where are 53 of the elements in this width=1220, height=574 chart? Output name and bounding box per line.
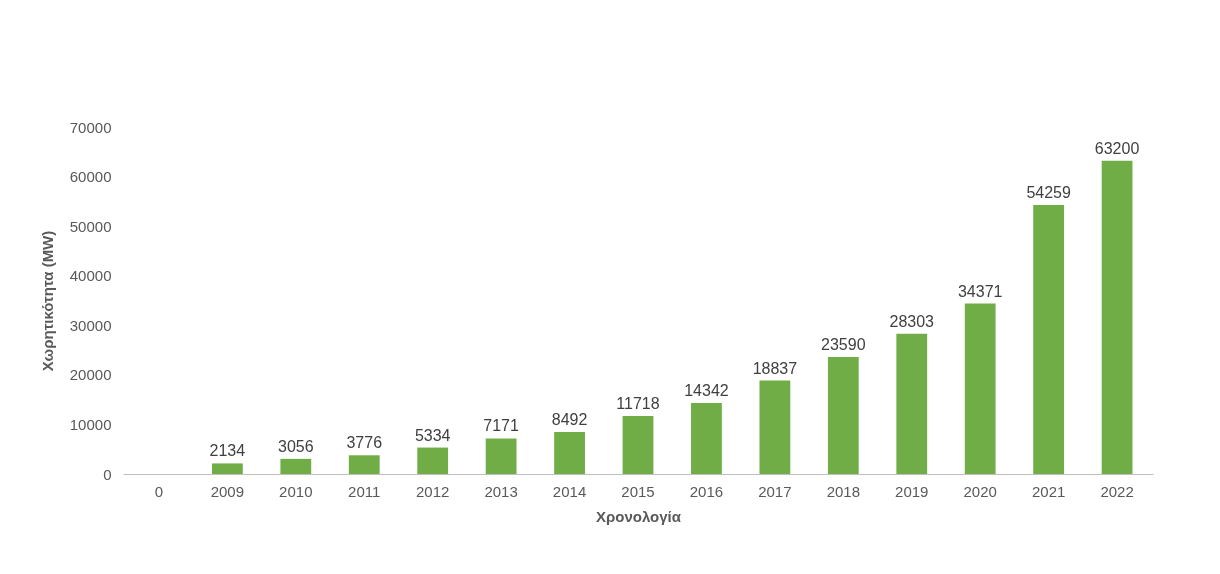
- data-label: 14342: [684, 381, 729, 399]
- y-tick-label: 20000: [69, 366, 112, 384]
- data-label: 11718: [616, 394, 660, 412]
- bar: [964, 303, 996, 474]
- y-tick-label: 40000: [69, 267, 112, 285]
- y-tick-label: 10000: [69, 415, 112, 433]
- bar: [1033, 205, 1065, 474]
- data-label: 3056: [278, 437, 314, 455]
- y-tick-label: 0: [103, 465, 112, 483]
- bar: [622, 415, 654, 474]
- bar: [211, 463, 243, 474]
- data-label: 34371: [957, 282, 1003, 300]
- data-label: 3776: [346, 434, 383, 452]
- data-label: 5334: [414, 426, 451, 444]
- x-tick-label: 2011: [348, 482, 381, 500]
- y-tick-label: 50000: [69, 217, 112, 235]
- bar: [485, 438, 517, 474]
- x-tick-label: 2009: [210, 482, 245, 500]
- x-tick-label: 2015: [621, 482, 655, 500]
- x-tick-label: 2013: [484, 482, 518, 500]
- data-label: 23590: [821, 336, 866, 354]
- x-tick-label: 2016: [689, 482, 724, 500]
- bar: [691, 402, 722, 474]
- x-tick-label: 2017: [758, 482, 792, 500]
- x-tick-label: 2019: [895, 482, 929, 500]
- x-tick-label: 2010: [279, 482, 313, 500]
- bar: [417, 447, 449, 474]
- y-tick-label: 60000: [69, 168, 112, 186]
- data-label: 63200: [1094, 139, 1140, 157]
- x-tick-label: 2014: [552, 482, 587, 500]
- bar: [280, 458, 312, 474]
- bar: [827, 357, 859, 474]
- bar: [554, 431, 585, 474]
- data-label: 28303: [889, 312, 935, 330]
- data-label: 2134: [209, 442, 246, 460]
- y-tick-label: 30000: [69, 316, 112, 334]
- x-tick-label: 2012: [416, 482, 450, 500]
- x-axis-title: Χρονολογία: [595, 507, 682, 525]
- data-label: 7171: [483, 417, 520, 435]
- x-tick-label: 0: [154, 482, 164, 500]
- data-label: 8492: [551, 410, 588, 428]
- y-tick-label: 70000: [69, 118, 112, 136]
- data-label: 54259: [1026, 184, 1071, 202]
- bar: [759, 380, 791, 474]
- x-tick-label: 2022: [1100, 482, 1134, 500]
- bar: [348, 455, 380, 474]
- bar: [1101, 160, 1133, 474]
- data-label: 18837: [752, 359, 798, 377]
- y-axis-title: Χωρητικότητα (MW): [38, 230, 56, 372]
- x-tick-label: 2021: [1031, 482, 1066, 500]
- bar: [896, 333, 928, 474]
- x-tick-label: 2020: [963, 482, 997, 500]
- x-tick-label: 2018: [826, 482, 860, 500]
